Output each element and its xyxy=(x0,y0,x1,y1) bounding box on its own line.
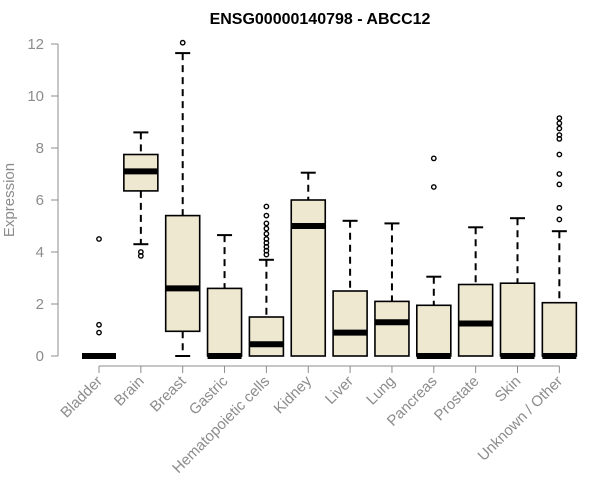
outlier-point xyxy=(556,181,563,188)
y-axis-label: Expression xyxy=(1,163,18,237)
outlier-point xyxy=(556,204,563,211)
outlier-point xyxy=(263,230,270,237)
x-tick-label: Kidney xyxy=(271,372,316,417)
x-tick-label: Lung xyxy=(363,373,399,409)
plot-area xyxy=(82,39,578,359)
outlier-point xyxy=(430,155,437,162)
outlier-point xyxy=(263,212,270,219)
outlier-point xyxy=(263,220,270,227)
y-tick-label: 0 xyxy=(36,348,44,365)
x-tick-label: Bladder xyxy=(57,373,106,422)
y-tick-label: 4 xyxy=(36,244,44,261)
y-tick-label: 2 xyxy=(36,296,44,313)
box-iqr xyxy=(541,301,578,357)
x-tick-label: Prostate xyxy=(431,373,483,425)
outlier-point xyxy=(263,203,270,210)
outlier-point xyxy=(556,171,563,177)
x-tick-label: Breast xyxy=(147,372,190,415)
outlier-point xyxy=(96,329,102,336)
y-tick-label: 10 xyxy=(27,88,44,105)
outlier-point xyxy=(179,39,186,46)
box-skin xyxy=(499,217,536,359)
x-tick-label: Brain xyxy=(111,373,148,410)
box-hematopoietic-cells xyxy=(248,203,285,357)
box-bladder xyxy=(82,236,116,359)
x-tick-label: Liver xyxy=(322,373,357,408)
box-iqr xyxy=(206,287,243,357)
outlier-point xyxy=(96,321,102,328)
box-iqr xyxy=(415,304,452,357)
outlier-point xyxy=(430,184,437,190)
outlier-point xyxy=(263,251,270,258)
chart-title: ENSG00000140798 - ABCC12 xyxy=(210,11,431,28)
box-prostate xyxy=(457,226,494,357)
outlier-point xyxy=(137,252,144,259)
outlier-point xyxy=(263,225,270,232)
box-iqr xyxy=(248,316,285,357)
box-iqr xyxy=(164,214,201,333)
y-tick-label: 12 xyxy=(27,36,44,53)
y-axis: 0 2 4 6 8 10 12 xyxy=(27,36,59,365)
box-gastric xyxy=(206,234,243,359)
box-kidney xyxy=(290,171,327,357)
box-breast xyxy=(164,39,201,357)
x-tick-label: Skin xyxy=(492,373,525,406)
box-iqr xyxy=(374,300,410,357)
outlier-point xyxy=(556,216,563,223)
box-iqr xyxy=(499,282,536,357)
outlier-point xyxy=(556,135,563,142)
y-tick-label: 8 xyxy=(36,140,44,157)
box-iqr xyxy=(332,290,368,357)
outlier-point xyxy=(556,120,563,127)
outlier-point xyxy=(556,151,563,158)
box-unknown-other xyxy=(541,115,578,359)
outlier-point xyxy=(556,125,563,132)
box-liver xyxy=(332,219,368,357)
box-lung xyxy=(374,222,410,357)
y-tick-label: 6 xyxy=(36,192,44,209)
outlier-point xyxy=(556,115,563,122)
box-brain xyxy=(123,131,159,259)
box-iqr xyxy=(457,283,494,357)
box-pancreas xyxy=(415,155,452,359)
outlier-point xyxy=(96,236,102,242)
